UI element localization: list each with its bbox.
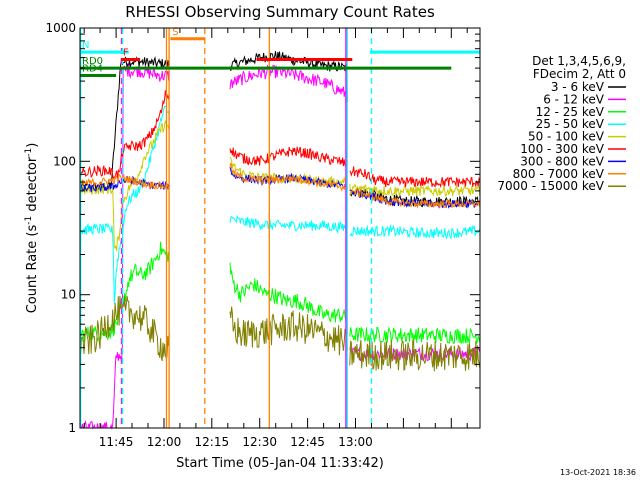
flag-label: S	[172, 27, 178, 38]
legend: Det 1,3,4,5,6,9, FDecim 2, Att 0 3 - 6 k…	[497, 54, 626, 193]
x-tick-label: 13:00	[338, 435, 373, 449]
x-tick-label: 12:15	[195, 435, 230, 449]
x-tick-label: 11:45	[99, 435, 134, 449]
y-tick-label: 10	[61, 288, 76, 302]
x-axis-label: Start Time (05-Jan-04 11:33:42)	[176, 456, 384, 471]
legend-label: 12 - 25 keV	[536, 105, 605, 119]
y-axis-label-part: Count Rate (s	[25, 225, 40, 314]
legend-label: 100 - 300 keV	[520, 142, 604, 156]
legend-header-line: FDecim 2, Att 0	[533, 67, 626, 81]
legend-label: 25 - 50 keV	[536, 117, 605, 131]
y-axis-label-part: detector	[25, 156, 40, 216]
y-axis: 1 10 100 1000	[45, 21, 480, 435]
y-axis-label-part: )	[25, 143, 40, 148]
chart-title: RHESSI Observing Summary Count Rates	[125, 3, 435, 21]
x-axis: 11:45 12:00 12:15 12:30 12:45 13:00	[83, 28, 468, 449]
footer-timestamp: 13-Oct-2021 18:36	[560, 468, 636, 477]
y-axis-label-exp: -1	[24, 216, 34, 225]
plot-frame	[79, 27, 481, 429]
x-tick-label: 12:45	[290, 435, 325, 449]
legend-label: 800 - 7000 keV	[513, 167, 605, 181]
legend-label: 7000 - 15000 keV	[497, 179, 604, 193]
flag-label: N	[82, 40, 89, 51]
y-tick-label: 1	[68, 421, 76, 435]
flag-label: RD4	[82, 64, 103, 75]
y-axis-label: Count Rate (s-1 detector-1)	[24, 143, 40, 314]
legend-label: 3 - 6 keV	[551, 80, 605, 94]
legend-label: 6 - 12 keV	[543, 92, 605, 106]
x-tick-label: 12:30	[242, 435, 277, 449]
legend-header-line: Det 1,3,4,5,6,9,	[532, 54, 626, 68]
flag-label: RD0	[82, 56, 103, 67]
y-axis-label-exp: -1	[24, 148, 34, 157]
y-tick-label: 100	[53, 154, 76, 168]
x-tick-label: 12:00	[147, 435, 182, 449]
legend-label: 50 - 100 keV	[528, 130, 605, 144]
legend-label: 300 - 800 keV	[520, 154, 604, 168]
flag-label: F	[123, 48, 129, 59]
y-tick-label: 1000	[45, 21, 76, 35]
